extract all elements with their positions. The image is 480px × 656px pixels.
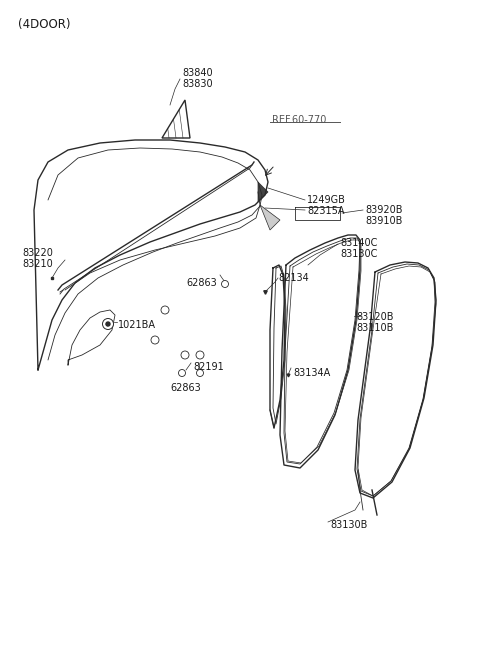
Circle shape [221, 281, 228, 287]
Text: 83920B: 83920B [365, 205, 403, 215]
Circle shape [196, 351, 204, 359]
Text: 1249GB: 1249GB [307, 195, 346, 205]
Text: 83140C: 83140C [340, 238, 377, 248]
Polygon shape [260, 205, 280, 230]
Text: 82191: 82191 [193, 362, 224, 372]
Text: 83134A: 83134A [293, 368, 330, 378]
Text: 83910B: 83910B [365, 216, 402, 226]
Text: REF.60-770: REF.60-770 [272, 115, 326, 125]
Circle shape [151, 336, 159, 344]
Text: (4DOOR): (4DOOR) [18, 18, 71, 31]
Text: 82134: 82134 [278, 273, 309, 283]
Text: 83130B: 83130B [330, 520, 367, 530]
Text: 83110B: 83110B [356, 323, 394, 333]
Circle shape [106, 322, 110, 326]
Text: 83130C: 83130C [340, 249, 377, 259]
Circle shape [103, 319, 113, 329]
Circle shape [161, 306, 169, 314]
Text: 62863: 62863 [186, 278, 217, 288]
Circle shape [196, 369, 204, 377]
Text: 83220: 83220 [22, 248, 53, 258]
Text: 1021BA: 1021BA [118, 320, 156, 330]
Text: 83210: 83210 [22, 259, 53, 269]
Text: 62863: 62863 [170, 383, 201, 393]
Text: 82315A: 82315A [307, 206, 345, 216]
Polygon shape [258, 182, 268, 202]
Text: 83840: 83840 [182, 68, 213, 78]
Text: 83830: 83830 [182, 79, 213, 89]
Text: 83120B: 83120B [356, 312, 394, 322]
Circle shape [179, 369, 185, 377]
Circle shape [181, 351, 189, 359]
